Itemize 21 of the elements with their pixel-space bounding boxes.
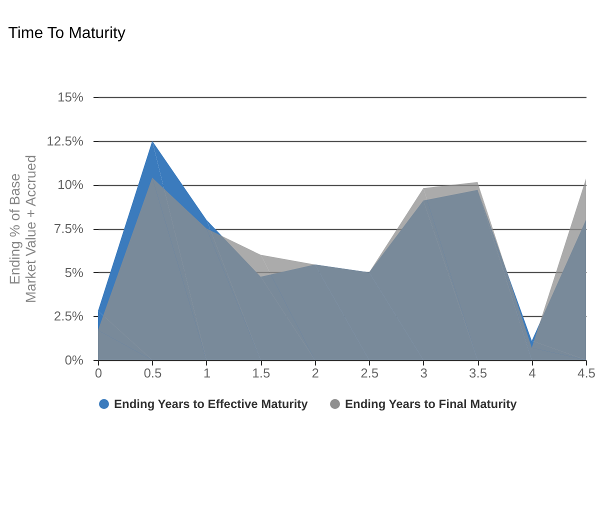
x-tick-label: 1	[203, 366, 211, 380]
x-tick-label: 4.5	[577, 366, 596, 380]
x-tick-label: 3.5	[469, 366, 488, 380]
legend-label: Ending Years to Final Maturity	[345, 397, 518, 411]
y-tick-label: 7.5%	[54, 221, 84, 236]
y-tick-label: 12.5%	[46, 133, 84, 148]
chart-title: Time To Maturity	[8, 25, 126, 42]
x-tick-label: 2.5	[360, 366, 379, 380]
x-tick-label: 1.5	[252, 366, 270, 380]
x-tick-label: 0	[94, 366, 102, 380]
x-tick-label: 3	[420, 366, 428, 380]
y-tick-label: 5%	[64, 264, 84, 280]
y-tick-label: 2.5%	[54, 308, 84, 324]
x-tick-label: 0.5	[144, 366, 162, 380]
x-tick-label: 4	[528, 366, 536, 380]
x-tick-label: 2	[312, 366, 320, 380]
legend-label: Ending Years to Effective Maturity	[114, 397, 308, 411]
y-tick-label: 0%	[64, 352, 84, 368]
y-tick-label: 10%	[57, 177, 84, 192]
y-axis-title: Ending % of Base Market Value + Accrued	[6, 155, 39, 303]
y-tick-label: 15%	[57, 90, 84, 104]
